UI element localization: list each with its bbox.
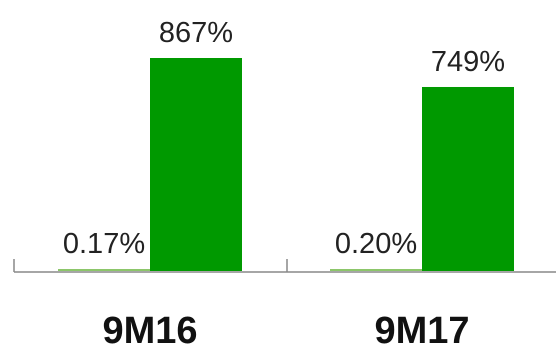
- bar-9M16-series-1: [58, 269, 150, 271]
- bar-9M17-series-1: [330, 269, 422, 271]
- data-label-9M16-series-1: 0.17%: [63, 228, 145, 260]
- category-label-9M16: 9M16: [102, 310, 197, 352]
- data-label-9M17-series-1: 0.20%: [335, 228, 417, 260]
- bar-9M17-series-2: [422, 86, 514, 271]
- category-label-9M17: 9M17: [374, 310, 469, 352]
- bar-9M16-series-2: [150, 58, 242, 271]
- data-label-9M17-series-2: 749%: [431, 46, 505, 78]
- data-label-9M16-series-2: 867%: [159, 17, 233, 49]
